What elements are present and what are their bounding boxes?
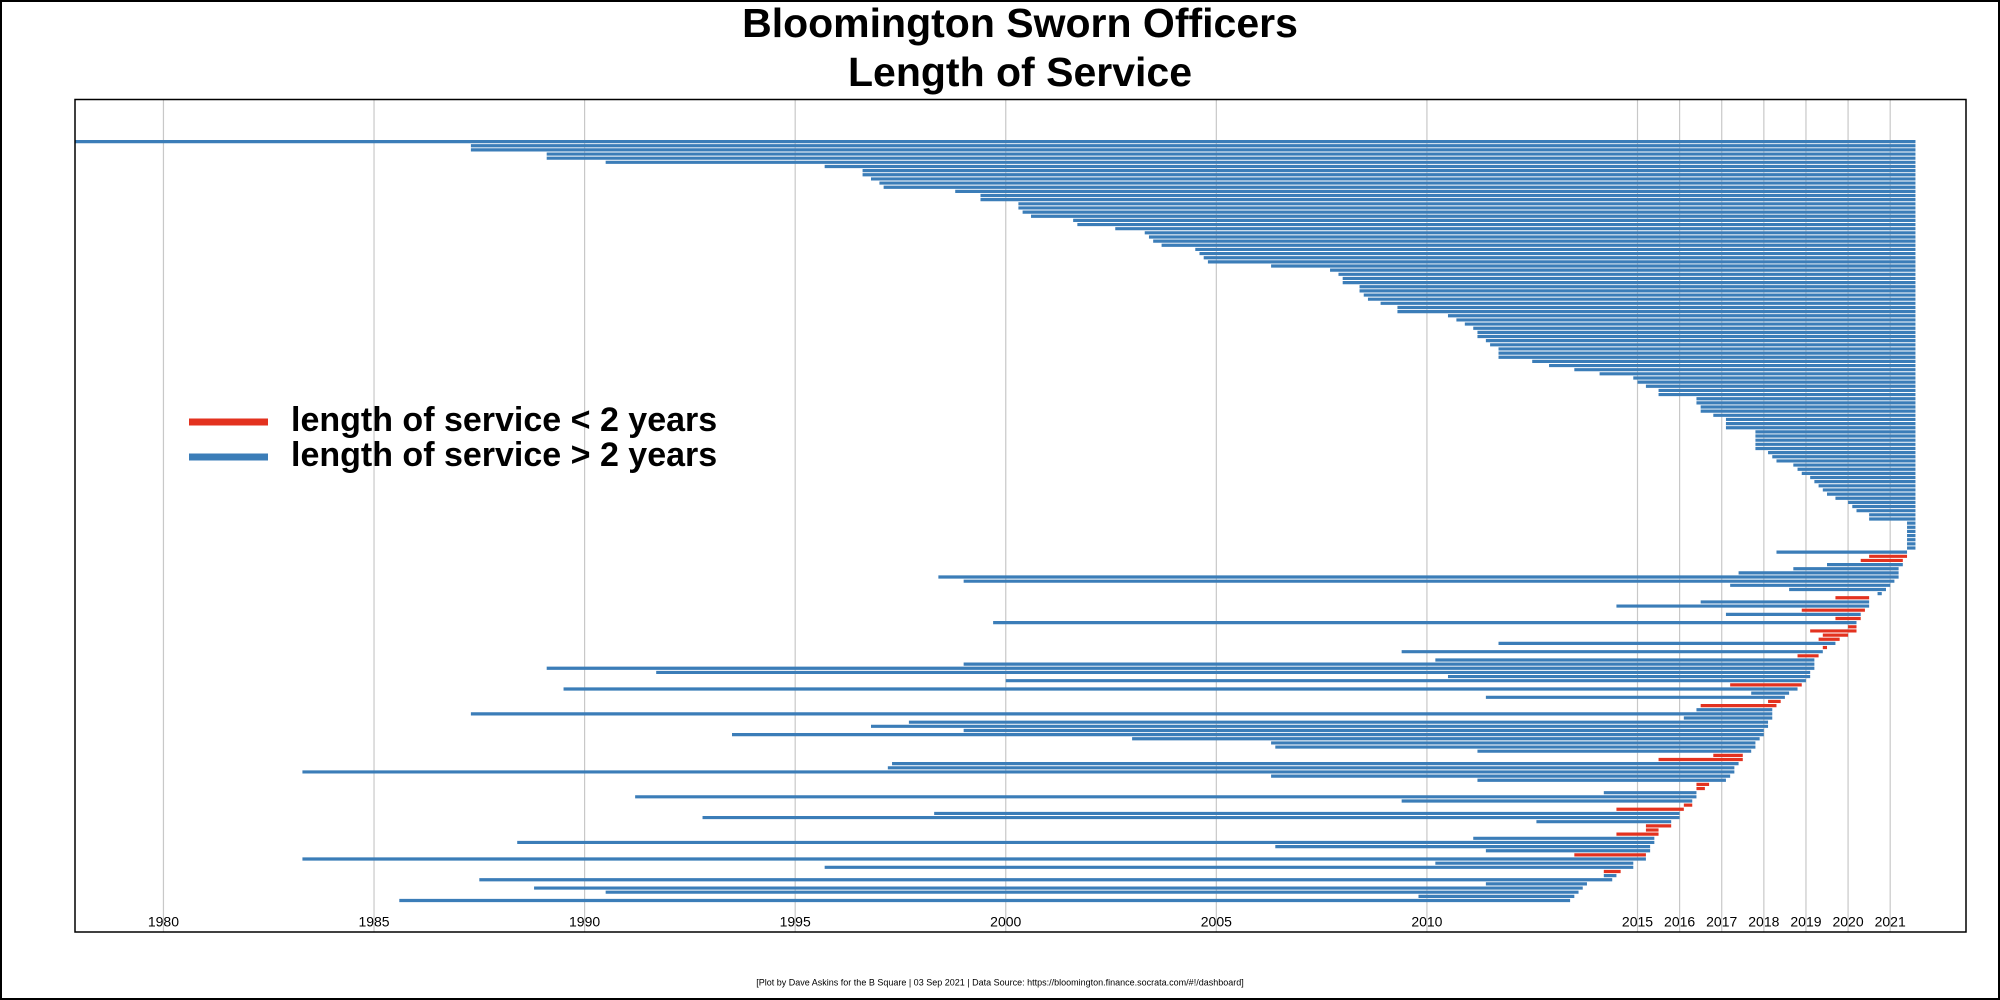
- chart-subtitle: Length of Service: [848, 49, 1192, 95]
- x-tick-label: 2021: [1875, 914, 1906, 930]
- caption: [Plot by Dave Askins for the B Square | …: [756, 977, 1243, 987]
- x-tick-label: 2015: [1622, 914, 1653, 930]
- x-tick-label: 1995: [780, 914, 811, 930]
- x-tick-label: 2005: [1201, 914, 1232, 930]
- x-tick-label: 1990: [569, 914, 600, 930]
- x-tick-label: 1985: [358, 914, 389, 930]
- x-tick-label: 2000: [990, 914, 1021, 930]
- legend-label: length of service > 2 years: [291, 436, 717, 474]
- plot-frame: [74, 98, 1967, 933]
- legend-label: length of service < 2 years: [291, 401, 717, 439]
- x-tick-label: 2019: [1790, 914, 1821, 930]
- x-tick-label: 2016: [1664, 914, 1695, 930]
- marks: [75, 140, 1916, 903]
- x-tick-label: 2018: [1748, 914, 1779, 930]
- x-tick-label: 2010: [1411, 914, 1442, 930]
- x-tick-label: 2017: [1706, 914, 1737, 930]
- chart-title: Bloomington Sworn Officers: [742, 0, 1298, 46]
- x-tick-label: 1980: [148, 914, 179, 930]
- x-tick-label: 2020: [1832, 914, 1863, 930]
